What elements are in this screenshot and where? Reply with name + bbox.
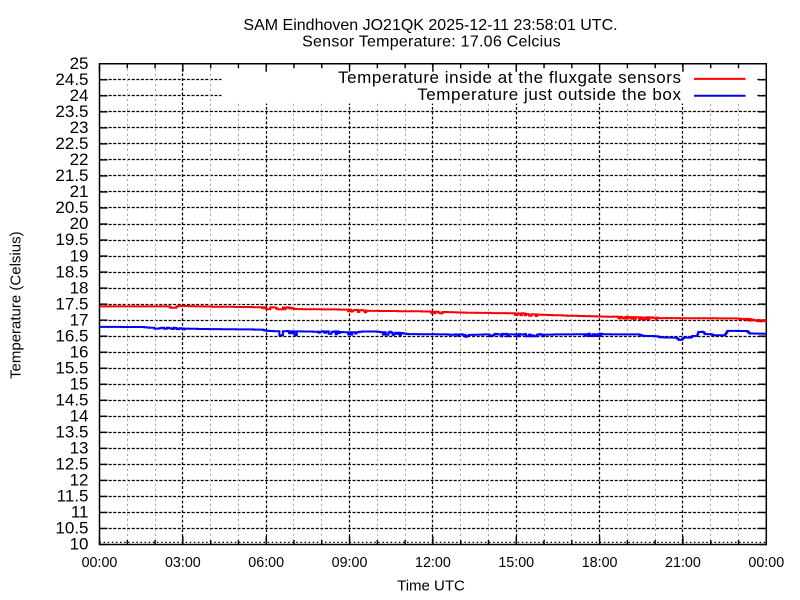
svg-text:03:00: 03:00: [165, 555, 201, 571]
svg-text:11: 11: [71, 503, 89, 522]
svg-text:18.5: 18.5: [55, 262, 88, 281]
svg-text:18: 18: [70, 278, 89, 297]
svg-text:21:00: 21:00: [665, 555, 701, 571]
svg-text:24.5: 24.5: [55, 70, 88, 89]
svg-text:Temperature just outside the b: Temperature just outside the box: [417, 85, 681, 104]
svg-text:21: 21: [70, 182, 89, 201]
svg-text:Temperature inside at the flux: Temperature inside at the fluxgate senso…: [338, 68, 681, 87]
svg-text:23: 23: [70, 118, 89, 137]
svg-text:00:00: 00:00: [748, 555, 784, 571]
svg-text:17: 17: [70, 310, 89, 329]
svg-text:16.5: 16.5: [55, 326, 88, 345]
svg-text:14.5: 14.5: [55, 390, 88, 409]
svg-text:20.5: 20.5: [55, 198, 88, 217]
svg-text:Temperature (Celsius): Temperature (Celsius): [8, 231, 25, 379]
svg-text:14: 14: [70, 407, 89, 426]
svg-text:Time UTC: Time UTC: [397, 578, 465, 595]
svg-text:09:00: 09:00: [332, 555, 368, 571]
svg-text:25: 25: [70, 54, 89, 73]
svg-text:15: 15: [70, 374, 89, 393]
svg-text:11.5: 11.5: [57, 487, 89, 506]
svg-text:12.5: 12.5: [55, 455, 88, 474]
svg-text:SAM Eindhoven JO21QK 2025-12-1: SAM Eindhoven JO21QK 2025-12-11 23:58:01…: [243, 17, 617, 34]
svg-text:21.5: 21.5: [55, 166, 88, 185]
svg-text:12:00: 12:00: [415, 555, 451, 571]
svg-text:19.5: 19.5: [55, 230, 88, 249]
svg-text:22: 22: [70, 150, 89, 169]
svg-text:00:00: 00:00: [82, 555, 118, 571]
svg-text:15.5: 15.5: [55, 358, 88, 377]
svg-text:15:00: 15:00: [498, 555, 534, 571]
svg-text:10: 10: [70, 535, 89, 554]
svg-text:Sensor Temperature: 17.06 Celc: Sensor Temperature: 17.06 Celcius: [302, 34, 561, 51]
svg-text:17.5: 17.5: [55, 294, 88, 313]
svg-text:06:00: 06:00: [248, 555, 284, 571]
svg-text:16: 16: [70, 342, 89, 361]
svg-text:12: 12: [70, 471, 89, 490]
svg-text:10.5: 10.5: [55, 519, 88, 538]
svg-text:24: 24: [70, 86, 89, 105]
svg-text:18:00: 18:00: [582, 555, 618, 571]
svg-text:13.5: 13.5: [55, 423, 88, 442]
svg-text:23.5: 23.5: [55, 102, 88, 121]
svg-text:19: 19: [70, 246, 89, 265]
svg-text:13: 13: [70, 439, 89, 458]
svg-text:20: 20: [70, 214, 89, 233]
svg-text:22.5: 22.5: [55, 134, 88, 153]
